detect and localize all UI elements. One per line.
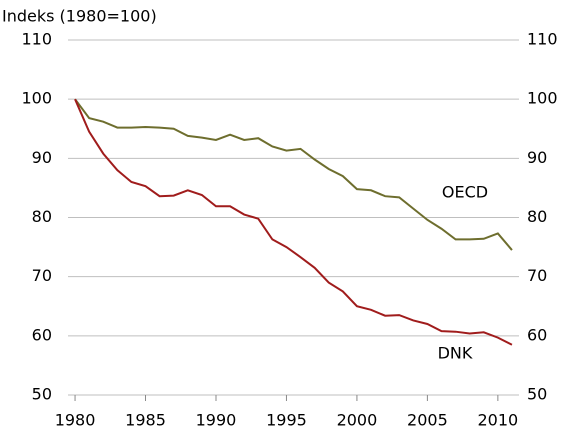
y-tick-label: 100: [21, 89, 52, 108]
series-line: [74, 98, 513, 346]
y2-tick-label: 70: [527, 266, 547, 285]
x-tick-label: 2010: [478, 411, 519, 430]
y-tick-label: 80: [32, 207, 52, 226]
y2-tick-label: 60: [527, 325, 547, 344]
y2-tick-label: 80: [527, 207, 547, 226]
y-tick-label: 60: [32, 325, 52, 344]
y2-tick-label: 110: [527, 30, 558, 49]
series-label: OECD: [442, 183, 488, 202]
x-tick-label: 1980: [55, 411, 96, 430]
x-tick-label: 2005: [407, 411, 448, 430]
series-line: [74, 98, 513, 251]
y2-tick-label: 50: [527, 385, 547, 404]
x-tick-label: 1990: [196, 411, 237, 430]
y-tick-label: 70: [32, 266, 52, 285]
chart-title: Indeks (1980=100): [2, 7, 157, 26]
y-tick-label: 110: [21, 30, 52, 49]
y-tick-label: 90: [32, 148, 52, 167]
y2-tick-label: 90: [527, 148, 547, 167]
x-tick-label: 2000: [337, 411, 378, 430]
x-tick-label: 1995: [266, 411, 307, 430]
y-tick-label: 50: [32, 385, 52, 404]
y2-tick-label: 100: [527, 89, 558, 108]
series-label: DNK: [438, 344, 473, 363]
x-tick-label: 1985: [125, 411, 166, 430]
